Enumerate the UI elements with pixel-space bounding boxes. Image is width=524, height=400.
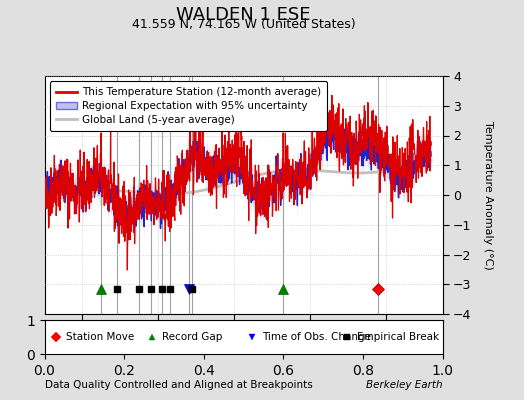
Y-axis label: Temperature Anomaly (°C): Temperature Anomaly (°C) (483, 121, 493, 269)
Text: WALDEN 1 ESE: WALDEN 1 ESE (177, 6, 311, 24)
Text: Data Quality Controlled and Aligned at Breakpoints: Data Quality Controlled and Aligned at B… (45, 380, 312, 390)
Text: Empirical Break: Empirical Break (357, 332, 439, 342)
Text: Station Move: Station Move (67, 332, 135, 342)
Text: Berkeley Earth: Berkeley Earth (366, 380, 443, 390)
Text: Record Gap: Record Gap (162, 332, 222, 342)
Text: Time of Obs. Change: Time of Obs. Change (261, 332, 370, 342)
Legend: This Temperature Station (12-month average), Regional Expectation with 95% uncer: This Temperature Station (12-month avera… (50, 81, 328, 131)
Text: 41.559 N, 74.165 W (United States): 41.559 N, 74.165 W (United States) (132, 18, 355, 31)
